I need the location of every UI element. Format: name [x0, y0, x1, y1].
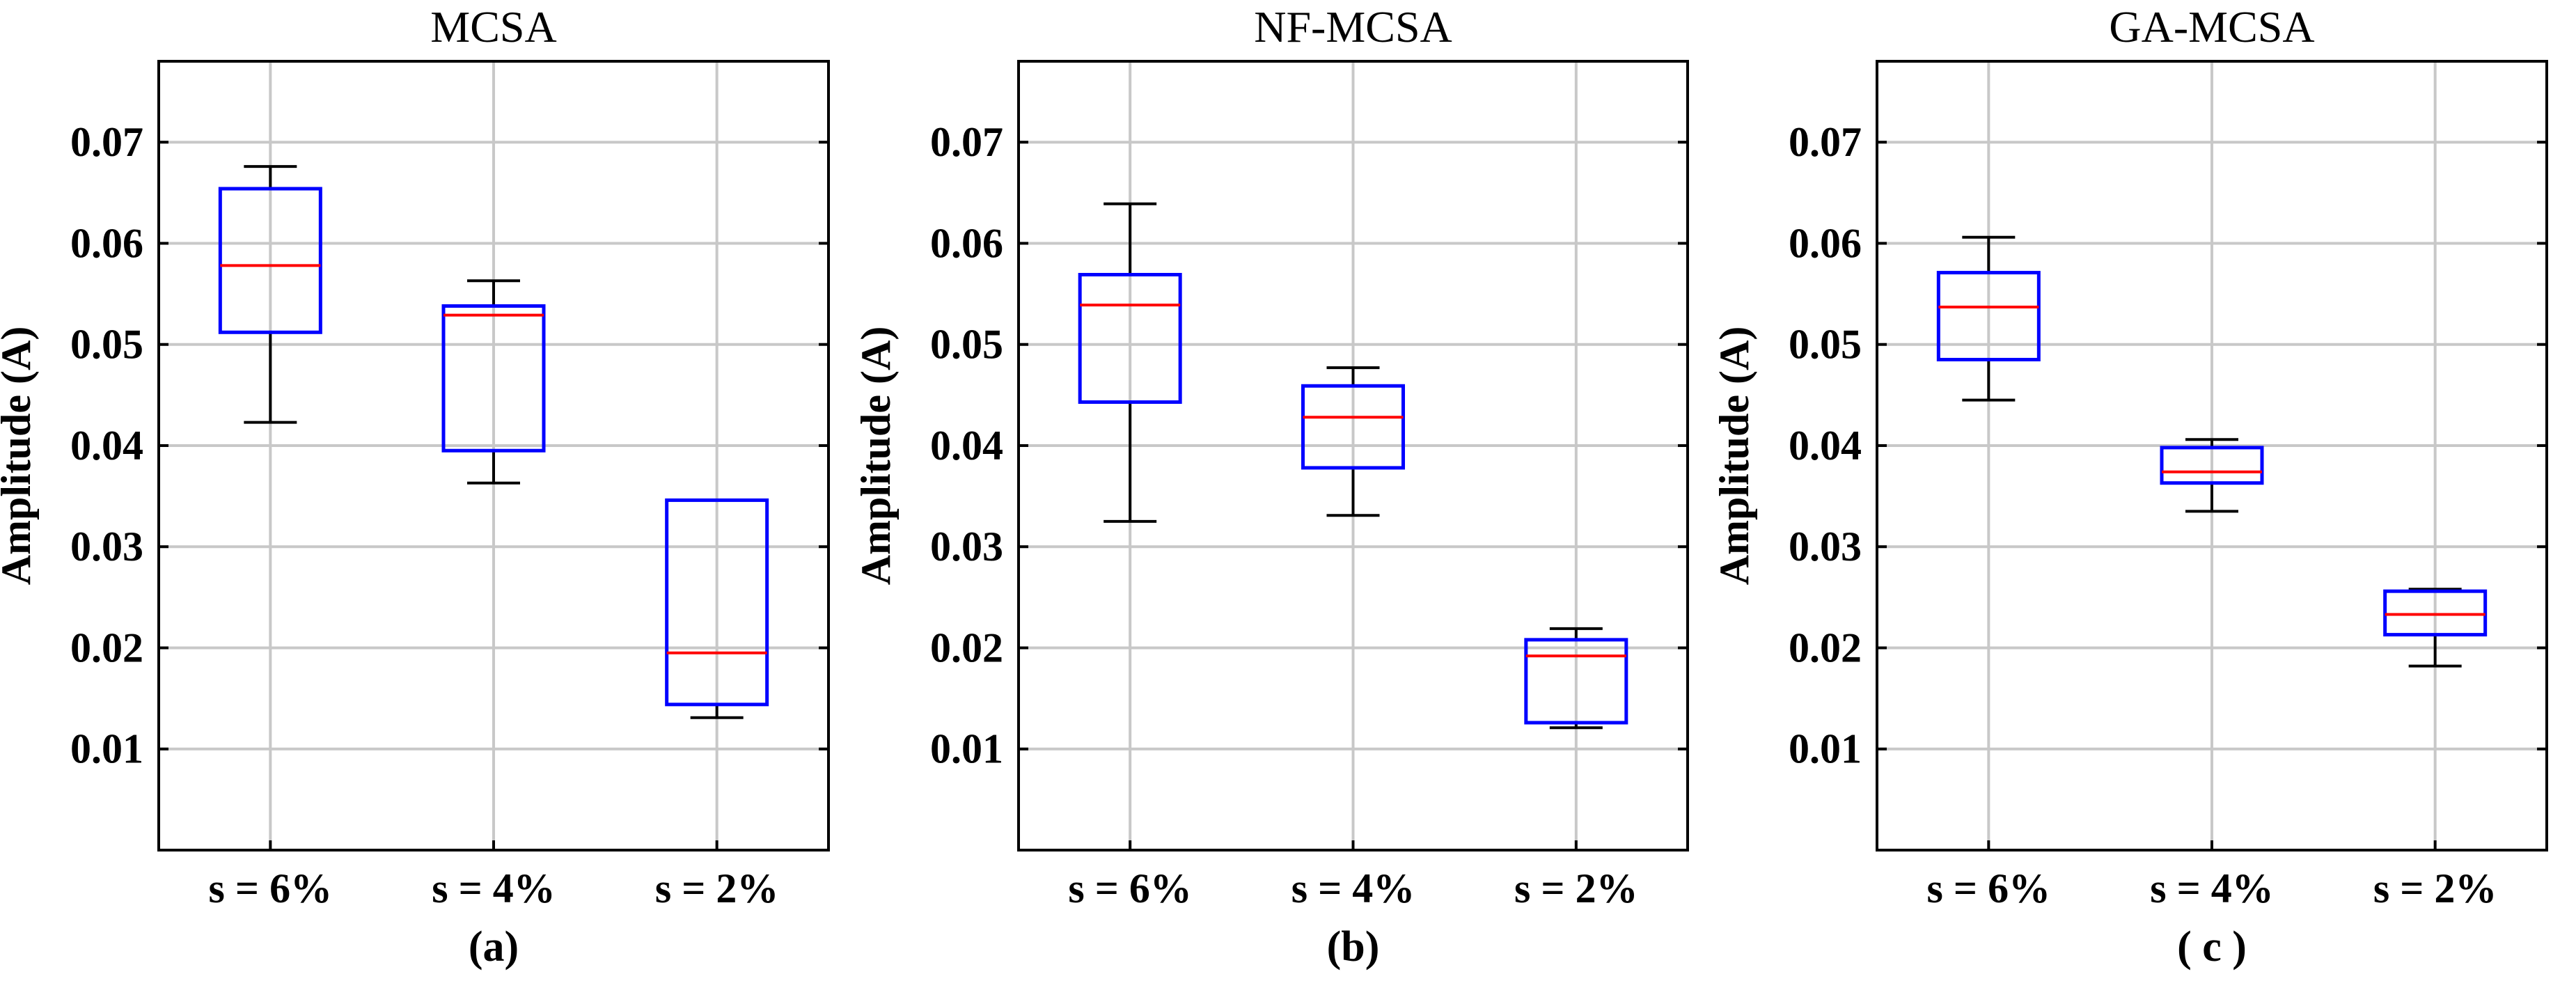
x-tick-label: s = 6%: [1927, 865, 2051, 911]
x-tick-label: s = 4%: [2150, 865, 2274, 911]
box-3: [665, 498, 769, 719]
y-tick-label: 0.02: [70, 625, 143, 670]
y-tick-label: 0.02: [930, 625, 1003, 670]
x-tick-label: s = 2%: [655, 865, 779, 911]
panel-mcsa: 0.01 0.02 0.03 0.04 0.05 0.06 0.07 s = 6% s = 4%…: [0, 2, 830, 971]
y-tick-label: 0.06: [930, 220, 1003, 266]
panel-caption: ( c ): [2177, 923, 2247, 971]
y-tick-label: 0.04: [70, 423, 143, 469]
x-tick-label: s = 6%: [1068, 865, 1192, 911]
y-tick-label: 0.03: [70, 524, 143, 570]
y-tick-label: 0.04: [930, 423, 1003, 469]
y-tick-label: 0.03: [1789, 524, 1862, 570]
y-axis-label: Amplitude (A): [0, 327, 39, 586]
chart-title: NF-MCSA: [1254, 2, 1452, 52]
box-1: [1936, 235, 2041, 402]
box-2: [1301, 366, 1405, 517]
y-tick-label: 0.07: [1789, 119, 1862, 165]
iqr-box: [218, 187, 322, 334]
y-tick-label: 0.04: [1789, 423, 1862, 469]
y-tick-label: 0.05: [1789, 322, 1862, 368]
iqr-box: [665, 498, 769, 707]
chart-title: GA-MCSA: [2109, 2, 2314, 52]
panel-nf-mcsa: 0.01 0.02 0.03 0.04 0.05 0.06 0.07 s = 6% s = 4%…: [853, 2, 1689, 971]
y-axis-label: Amplitude (A): [1711, 327, 1757, 586]
box-3: [2383, 588, 2488, 668]
y-tick-label: 0.01: [930, 726, 1003, 772]
box-3: [1524, 627, 1628, 730]
x-tick-label: s = 4%: [432, 865, 556, 911]
iqr-box: [1301, 384, 1405, 470]
panel-caption: (a): [469, 923, 519, 971]
x-tick-label: s = 2%: [2373, 865, 2497, 911]
y-tick-label: 0.06: [1789, 220, 1862, 266]
panel-caption: (b): [1327, 923, 1380, 971]
box-1: [1078, 202, 1182, 523]
y-tick-label: 0.05: [70, 322, 143, 368]
y-tick-label: 0.01: [70, 726, 143, 772]
y-tick-label: 0.07: [930, 119, 1003, 165]
iqr-box: [2160, 446, 2264, 485]
box-2: [2160, 438, 2264, 513]
x-tick-label: s = 2%: [1514, 865, 1638, 911]
panel-ga-mcsa: 0.01 0.02 0.03 0.04 0.05 0.06 0.07 s = 6% s = 4%…: [1711, 2, 2548, 971]
y-tick-label: 0.01: [1789, 726, 1862, 772]
y-tick-label: 0.03: [930, 524, 1003, 570]
y-tick-label: 0.07: [70, 119, 143, 165]
y-axis-label: Amplitude (A): [853, 327, 899, 586]
y-tick-label: 0.06: [70, 220, 143, 266]
iqr-box: [441, 304, 546, 453]
iqr-box: [1524, 638, 1628, 725]
iqr-box: [1936, 271, 2041, 362]
chart-title: MCSA: [430, 2, 556, 52]
iqr-box: [1078, 272, 1182, 405]
box-2: [441, 279, 546, 485]
x-tick-label: s = 6%: [209, 865, 333, 911]
y-tick-label: 0.05: [930, 322, 1003, 368]
y-tick-label: 0.02: [1789, 625, 1862, 670]
iqr-box: [2383, 589, 2488, 637]
box-1: [218, 165, 322, 424]
x-tick-label: s = 4%: [1291, 865, 1415, 911]
